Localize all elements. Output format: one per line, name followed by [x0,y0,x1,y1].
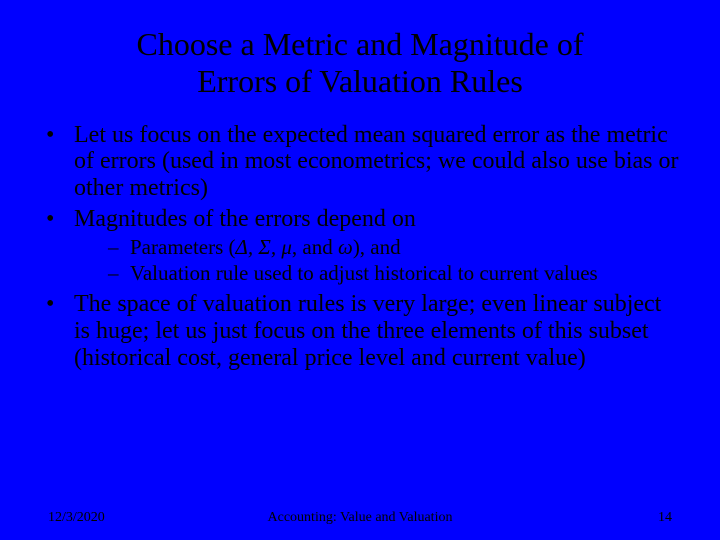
slide-footer: 12/3/2020 Accounting: Value and Valuatio… [0,510,720,526]
bullet-list: Let us focus on the expected mean square… [40,122,680,372]
footer-page-number: 14 [658,510,672,526]
slide-body: Let us focus on the expected mean square… [0,100,720,372]
sub-bullet-text: Parameters (Δ, Σ, μ, and ω), and [130,235,401,259]
slide: Choose a Metric and Magnitude of Errors … [0,0,720,540]
bullet-text: Magnitudes of the errors depend on [74,206,416,232]
bullet-text: The space of valuation rules is very lar… [74,291,661,371]
sub-bullet-list: Parameters (Δ, Σ, μ, and ω), and Valuati… [74,235,680,285]
footer-date: 12/3/2020 [48,510,105,526]
sub-bullet-item: Parameters (Δ, Σ, μ, and ω), and [108,235,680,259]
bullet-item: The space of valuation rules is very lar… [40,291,680,372]
slide-title: Choose a Metric and Magnitude of Errors … [0,0,720,100]
sub-bullet-text: Valuation rule used to adjust historical… [130,261,598,285]
title-line-2: Errors of Valuation Rules [197,63,523,99]
bullet-text: Let us focus on the expected mean square… [74,122,679,202]
title-line-1: Choose a Metric and Magnitude of [137,26,584,62]
footer-title: Accounting: Value and Valuation [48,510,672,526]
sub-bullet-item: Valuation rule used to adjust historical… [108,261,680,285]
bullet-item: Magnitudes of the errors depend on Param… [40,206,680,285]
bullet-item: Let us focus on the expected mean square… [40,122,680,203]
